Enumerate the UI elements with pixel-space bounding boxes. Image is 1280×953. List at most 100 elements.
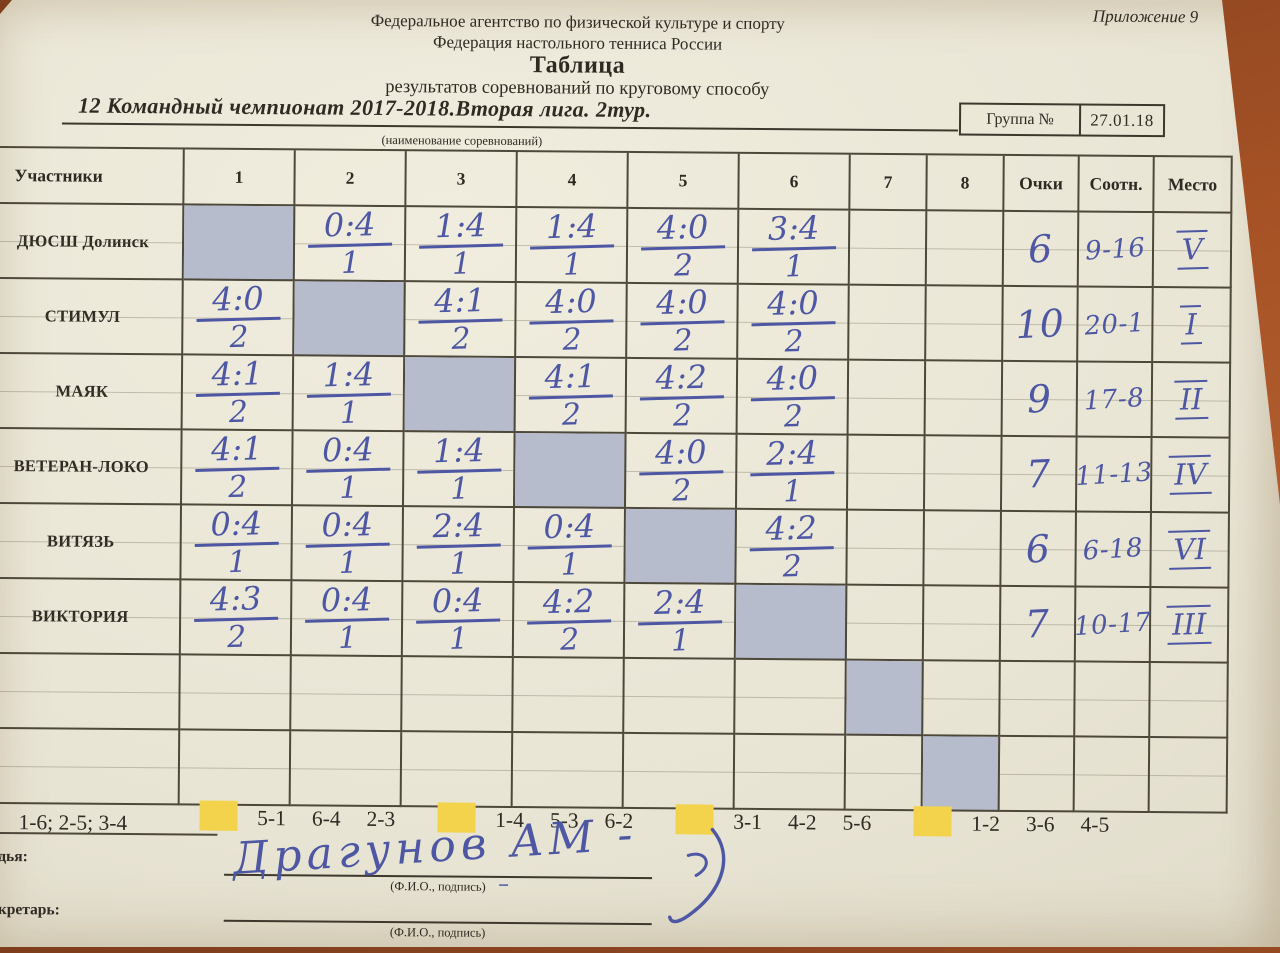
- match-points: 1: [226, 544, 247, 580]
- score-cell: 4:0 2: [737, 358, 850, 436]
- place-cell: III: [1150, 588, 1230, 664]
- date-value: 27.01.18: [1090, 110, 1154, 130]
- empty-score-cell: [513, 658, 625, 734]
- sets-score: 4:0: [637, 432, 723, 475]
- ratio-cell: 9-16: [1078, 212, 1155, 289]
- match-score: 1:4 1: [528, 206, 615, 282]
- ratio-value: 17-8: [1083, 382, 1146, 417]
- diagonal-cell: [625, 508, 737, 585]
- match-score: 4:0 2: [528, 281, 614, 357]
- sets-score: 4:0: [749, 358, 835, 401]
- empty-score-cell: [845, 735, 924, 812]
- score-cell: 2:4 1: [736, 433, 849, 511]
- sets-score: 1:4: [528, 206, 614, 250]
- sets-score: 4:3: [192, 579, 278, 622]
- score-cell: 4:0 2: [627, 282, 739, 360]
- empty-score-cell: [923, 661, 1001, 737]
- match-score: 0:4 1: [193, 504, 279, 580]
- points-cell: [999, 736, 1076, 813]
- match-points: 1: [448, 620, 469, 657]
- match-points: 1: [559, 546, 580, 583]
- sets-score: 4:1: [527, 356, 613, 400]
- column-header-points: Очки: [1004, 155, 1080, 213]
- match-score: 4:0 2: [195, 279, 281, 355]
- empty-score-cell: [924, 511, 1002, 587]
- signature-flourish: [668, 827, 726, 924]
- column-header-round-1: 1: [184, 149, 296, 207]
- place-cell: V: [1153, 213, 1233, 289]
- schedule-pair: 4-5: [1080, 811, 1110, 837]
- schedule-pair: 5-6: [842, 810, 872, 835]
- place-cell: IV: [1151, 438, 1231, 514]
- diagonal-cell: [514, 433, 627, 509]
- empty-score-cell: [180, 655, 292, 732]
- match-score: 4:0 2: [750, 283, 836, 359]
- schedule-pair: 3-6: [1025, 811, 1055, 836]
- empty-score-cell: [291, 656, 403, 733]
- match-score: 4:0 2: [749, 358, 835, 434]
- empty-score-cell: [623, 733, 736, 810]
- empty-score-cell: [402, 657, 514, 734]
- ratio-cell: 20-1: [1078, 287, 1154, 364]
- points-cell: 6: [1001, 511, 1077, 588]
- sets-score: 4:1: [193, 429, 279, 472]
- ratio-cell: 6-18: [1076, 512, 1152, 589]
- match-points: 2: [671, 472, 692, 509]
- match-score: 1:4 1: [305, 355, 391, 430]
- score-cell: 1:4 1: [516, 206, 629, 284]
- secretary-label: кретарь:: [0, 900, 60, 919]
- empty-score-cell: [624, 658, 736, 735]
- place-cell: I: [1153, 288, 1232, 364]
- empty-score-cell: [848, 360, 927, 437]
- match-score: 4:2 2: [525, 581, 612, 657]
- points-value: 7: [1024, 601, 1051, 647]
- score-cell: 1:4 1: [403, 430, 516, 509]
- signature-dash: –: [497, 871, 510, 897]
- place-cell: II: [1152, 363, 1232, 439]
- score-cell: 2:4 1: [624, 582, 737, 660]
- match-points: 2: [671, 397, 692, 434]
- column-header-place: Место: [1154, 157, 1233, 214]
- place-value: II: [1173, 379, 1208, 420]
- ratio-value: 20-1: [1083, 307, 1147, 342]
- match-points: 2: [227, 469, 248, 505]
- sets-score: 4:0: [639, 207, 725, 250]
- score-cell: 4:2 2: [626, 357, 739, 435]
- ratio-cell: 11-13: [1074, 437, 1153, 514]
- place-value: V: [1176, 229, 1209, 270]
- participant-name: ВИКТОРИЯ: [0, 578, 182, 656]
- score-cell: 4:0 2: [516, 281, 628, 359]
- match-points: 2: [672, 322, 693, 359]
- score-cell: 4:0 2: [738, 283, 850, 361]
- schedule-pair: 5-1: [257, 805, 286, 830]
- empty-score-cell: [290, 731, 403, 808]
- column-header-participants: Участники: [0, 147, 185, 206]
- sets-score: 4:0: [750, 283, 836, 326]
- participant-name: ВЕТЕРАН-ЛОКО: [0, 428, 183, 506]
- judge-label: дья:: [0, 847, 28, 866]
- diagonal-cell: [735, 584, 848, 661]
- sets-score: 1:4: [417, 205, 503, 249]
- sets-score: 2:4: [748, 433, 834, 476]
- match-points: 2: [673, 247, 694, 284]
- score-cell: 1:4 1: [405, 205, 518, 284]
- match-score: 2:4 1: [415, 505, 501, 581]
- score-cell: 4:2 2: [736, 508, 848, 586]
- ratio-value: 6-18: [1082, 532, 1145, 567]
- empty-score-cell: [512, 733, 625, 809]
- match-points: 2: [560, 396, 581, 433]
- match-score: 4:0 2: [639, 207, 726, 284]
- score-cell: 2:4 1: [403, 505, 515, 584]
- place-cell: VI: [1151, 513, 1230, 589]
- match-points: 2: [227, 394, 248, 430]
- sets-score: 0:4: [414, 580, 500, 624]
- sets-score: 4:0: [195, 279, 281, 322]
- score-cell: 4:0 2: [627, 207, 740, 285]
- match-points: 1: [337, 544, 358, 581]
- match-score: 4:3 2: [192, 579, 279, 655]
- column-header-ratio: Соотн.: [1079, 156, 1155, 214]
- schedule-pair: 1-2: [971, 811, 1001, 836]
- match-score: 4:1 2: [193, 429, 280, 505]
- match-points: 1: [670, 622, 691, 659]
